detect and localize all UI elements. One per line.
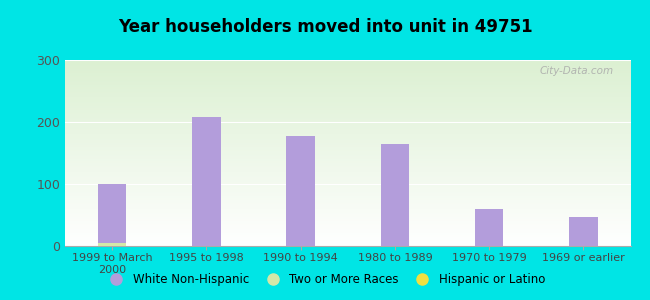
Text: City-Data.com: City-Data.com — [540, 66, 614, 76]
Bar — [98, 243, 126, 246]
Legend: White Non-Hispanic, Two or More Races, Hispanic or Latino: White Non-Hispanic, Two or More Races, H… — [100, 269, 550, 291]
Bar — [98, 184, 126, 246]
Text: Year householders moved into unit in 49751: Year householders moved into unit in 497… — [118, 18, 532, 36]
Bar — [192, 117, 220, 246]
Bar — [381, 144, 409, 246]
Bar — [475, 209, 503, 246]
Bar — [287, 136, 315, 246]
Bar — [569, 217, 597, 246]
